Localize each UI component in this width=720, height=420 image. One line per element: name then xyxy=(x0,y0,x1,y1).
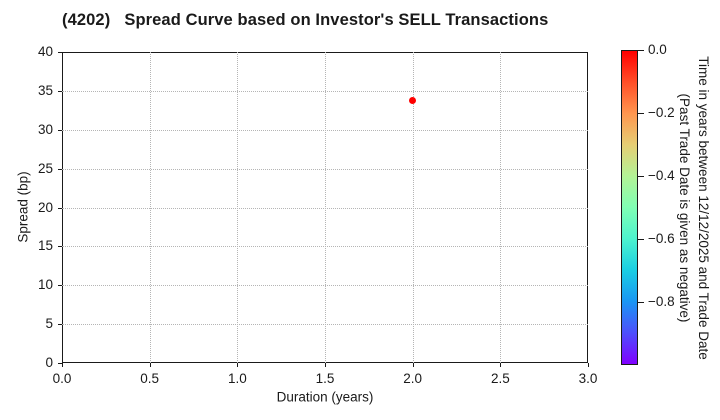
colorbar-tick-mark xyxy=(638,113,644,114)
y-gridline xyxy=(62,285,588,287)
x-tick-mark xyxy=(588,363,589,367)
colorbar-label-line-2: (Past Trade Date is given as negative) xyxy=(677,93,692,323)
colorbar-tick-label: 0.0 xyxy=(648,42,667,57)
y-tick-label: 15 xyxy=(37,238,53,254)
x-tick-label: 1.0 xyxy=(227,371,247,386)
colorbar-tick-mark xyxy=(638,302,644,303)
y-tick-mark xyxy=(58,363,62,364)
y-tick-mark xyxy=(58,129,62,131)
x-tick-mark xyxy=(62,363,63,367)
colorbar-tick-label: −0.8 xyxy=(648,294,675,309)
x-tick-label: 1.5 xyxy=(315,371,335,386)
y-gridline xyxy=(62,168,588,170)
data-point xyxy=(409,97,417,105)
y-tick-mark xyxy=(58,324,62,326)
y-tick-mark xyxy=(58,52,62,53)
y-tick-label: 25 xyxy=(37,160,53,176)
y-gridline xyxy=(62,324,588,326)
x-tick-label: 3.0 xyxy=(578,371,598,386)
x-tick-label: 2.5 xyxy=(490,371,510,386)
colorbar-tick-label: −0.4 xyxy=(648,168,675,183)
x-tick-label: 0.5 xyxy=(140,371,160,386)
x-tick-mark xyxy=(412,363,414,367)
colorbar-tick-mark xyxy=(638,239,644,240)
x-tick-label: 0.0 xyxy=(52,371,72,386)
y-tick-label: 5 xyxy=(45,316,53,332)
y-tick-label: 20 xyxy=(37,199,53,215)
colorbar-label-line-1: Time in years between 12/12/2025 and Tra… xyxy=(696,56,711,360)
colorbar-tick-label: −0.2 xyxy=(648,105,675,120)
x-tick-mark xyxy=(149,363,151,367)
x-tick-label: 2.0 xyxy=(403,371,423,386)
y-tick-mark xyxy=(58,207,62,209)
x-axis-label: Duration (years) xyxy=(276,389,374,405)
x-tick-mark xyxy=(325,363,326,367)
y-tick-mark xyxy=(58,246,62,248)
chart-title: (4202) Spread Curve based on Investor's … xyxy=(62,11,549,29)
y-tick-label: 0 xyxy=(45,355,53,370)
y-gridline xyxy=(62,90,588,92)
y-gridline xyxy=(62,129,588,131)
y-tick-mark xyxy=(58,168,62,170)
y-tick-label: 10 xyxy=(37,277,53,293)
y-tick-label: 30 xyxy=(37,121,53,137)
y-tick-label: 40 xyxy=(37,44,53,59)
y-tick-mark xyxy=(58,285,62,287)
y-tick-label: 35 xyxy=(37,82,53,98)
x-tick-mark xyxy=(237,363,239,367)
colorbar-tick-mark xyxy=(638,50,644,51)
colorbar-tick-label: −0.6 xyxy=(648,231,675,246)
colorbar-gradient xyxy=(621,50,638,365)
y-tick-mark xyxy=(58,90,62,92)
x-tick-mark xyxy=(500,363,502,367)
y-gridline xyxy=(62,207,588,209)
y-gridline xyxy=(62,246,588,248)
colorbar-tick-mark xyxy=(638,176,644,177)
colorbar-label: Time in years between 12/12/2025 and Tra… xyxy=(675,56,713,359)
